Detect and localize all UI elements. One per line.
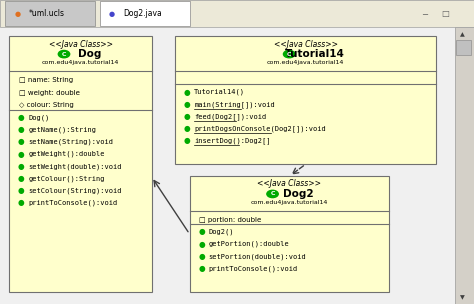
Text: C: C <box>270 192 275 196</box>
Text: □ name: String: □ name: String <box>19 77 73 83</box>
Text: getName():String: getName():String <box>28 126 96 133</box>
Text: Dog2.java: Dog2.java <box>123 9 162 18</box>
Text: Dog2: Dog2 <box>283 189 314 199</box>
Text: ●: ● <box>184 124 191 133</box>
FancyBboxPatch shape <box>175 36 436 164</box>
Text: *uml.ucls: *uml.ucls <box>28 9 64 18</box>
Text: ●: ● <box>18 174 25 183</box>
Text: <<Java Class>>: <<Java Class>> <box>48 40 113 49</box>
Text: ●: ● <box>184 112 191 121</box>
FancyBboxPatch shape <box>9 36 152 292</box>
Text: ●: ● <box>14 11 20 17</box>
Text: ▼: ▼ <box>460 295 465 300</box>
Text: getWeight():double: getWeight():double <box>28 151 105 157</box>
Text: setPortion(double):void: setPortion(double):void <box>209 253 306 260</box>
Text: feed(Dog2[]):void: feed(Dog2[]):void <box>194 113 266 120</box>
Text: getPortion():double: getPortion():double <box>209 241 289 247</box>
Text: printDogsOnConsole(Dog2[]):void: printDogsOnConsole(Dog2[]):void <box>194 125 326 132</box>
FancyBboxPatch shape <box>455 27 474 304</box>
Text: Dog(): Dog() <box>28 114 50 121</box>
Text: ●: ● <box>109 11 115 17</box>
Text: setName(String):void: setName(String):void <box>28 139 113 145</box>
Text: com.edu4java.tutorial14: com.edu4java.tutorial14 <box>267 60 345 65</box>
Circle shape <box>58 50 70 58</box>
FancyBboxPatch shape <box>190 176 389 292</box>
Text: ●: ● <box>18 186 25 195</box>
Text: ◇ colour: String: ◇ colour: String <box>19 102 74 109</box>
Text: C: C <box>287 52 292 57</box>
Text: Tutorial14: Tutorial14 <box>285 49 345 59</box>
Text: ●: ● <box>18 162 25 171</box>
Text: ●: ● <box>198 264 205 273</box>
Text: com.edu4java.tutorial14: com.edu4java.tutorial14 <box>42 60 119 65</box>
Text: Dog: Dog <box>78 49 102 59</box>
Text: ●: ● <box>184 88 191 97</box>
Text: ●: ● <box>184 100 191 109</box>
Text: printToConsole():void: printToConsole():void <box>28 199 118 206</box>
Text: ●: ● <box>198 227 205 237</box>
Text: ●: ● <box>184 136 191 145</box>
Text: □ portion: double: □ portion: double <box>199 217 261 223</box>
Text: C: C <box>62 52 66 57</box>
FancyBboxPatch shape <box>5 1 95 26</box>
Text: getColour():String: getColour():String <box>28 175 105 182</box>
Circle shape <box>283 50 295 58</box>
Text: <<Java Class>>: <<Java Class>> <box>273 40 338 49</box>
Text: <<Java Class>>: <<Java Class>> <box>257 179 321 188</box>
FancyBboxPatch shape <box>0 0 474 27</box>
Text: ●: ● <box>18 125 25 134</box>
FancyBboxPatch shape <box>0 27 455 304</box>
Text: Dog2(): Dog2() <box>209 229 234 235</box>
Text: main(String[]):void: main(String[]):void <box>194 101 275 108</box>
FancyBboxPatch shape <box>456 40 471 55</box>
Text: Tutorial14(): Tutorial14() <box>194 89 246 95</box>
Text: printToConsole():void: printToConsole():void <box>209 265 298 272</box>
Text: ●: ● <box>198 240 205 249</box>
Text: ●: ● <box>18 137 25 147</box>
Text: setWeight(double):void: setWeight(double):void <box>28 163 122 170</box>
Text: ▲: ▲ <box>460 33 465 37</box>
Circle shape <box>267 190 278 198</box>
Text: ─: ─ <box>422 9 427 18</box>
Text: □: □ <box>441 9 449 18</box>
Text: ●: ● <box>18 150 25 159</box>
Text: setColour(String):void: setColour(String):void <box>28 187 122 194</box>
Text: ●: ● <box>18 198 25 207</box>
Text: insertDog():Dog2[]: insertDog():Dog2[] <box>194 137 271 144</box>
Text: com.edu4java.tutorial14: com.edu4java.tutorial14 <box>250 200 328 205</box>
Text: □ weight: double: □ weight: double <box>19 90 80 96</box>
Text: ●: ● <box>198 252 205 261</box>
Text: ●: ● <box>18 113 25 122</box>
FancyBboxPatch shape <box>100 1 190 26</box>
